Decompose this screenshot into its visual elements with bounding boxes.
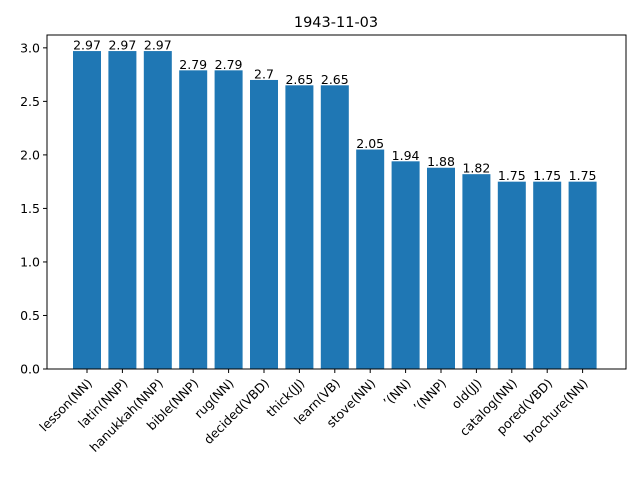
bar-value-label-9: 1.94 [392, 148, 420, 163]
bar-value-label-1: 2.97 [108, 38, 136, 53]
x-tick-label-10: ’(NNP) [410, 376, 449, 415]
bar-value-label-2: 2.97 [144, 38, 172, 53]
x-tick-label-14: brochure(NN) [521, 376, 591, 446]
bar-value-label-8: 2.05 [356, 136, 384, 151]
bar-1 [108, 51, 137, 370]
y-tick-label-2: 1.0 [20, 254, 40, 269]
bar-value-label-11: 1.82 [462, 161, 490, 176]
bar-13 [533, 181, 562, 369]
bar-10 [427, 167, 455, 369]
bar-labels-layer: 2.97 2.97 2.97 2.79 2.79 2.7 2.65 2.65 2.05 1.94 1… [73, 38, 596, 184]
plot-frame [46, 34, 627, 370]
y-tick-label-5: 2.5 [20, 94, 40, 109]
bar-value-label-7: 2.65 [321, 72, 349, 87]
bar-value-label-13: 1.75 [533, 168, 561, 183]
bar-value-label-5: 2.7 [254, 66, 274, 81]
bar-value-label-6: 2.65 [285, 72, 313, 87]
y-tick-label-3: 1.5 [20, 201, 40, 216]
y-axis: 0.0 0.5 1.0 1.5 2.0 2.5 3.0 [20, 40, 47, 377]
y-tick-label-1: 0.5 [20, 308, 40, 323]
bar-11 [462, 174, 491, 369]
bar-6 [285, 85, 314, 369]
bar-2 [143, 51, 172, 370]
y-tick-label-6: 3.0 [20, 40, 40, 55]
bar-7 [320, 85, 349, 369]
bar-value-label-14: 1.75 [569, 168, 597, 183]
chart-title: 1943-11-03 [294, 15, 378, 31]
bar-4 [214, 70, 243, 369]
x-tick-label-9: ’(NN) [380, 376, 414, 410]
bar-value-label-12: 1.75 [498, 168, 526, 183]
bar-value-label-4: 2.79 [215, 57, 243, 72]
bars-layer [73, 51, 597, 370]
bar-12 [497, 181, 526, 369]
y-tick-label-4: 2.0 [20, 147, 40, 162]
bar-3 [179, 70, 208, 369]
bar-value-label-3: 2.79 [179, 57, 207, 72]
y-tick-label-0: 0.0 [20, 362, 40, 377]
bar-5 [250, 79, 278, 370]
bar-14 [568, 181, 597, 369]
x-axis: lesson(NN)latin(NNP)hanukkah(NNP)bible(N… [36, 369, 591, 455]
bar-8 [356, 149, 385, 369]
bar-value-label-0: 2.97 [73, 38, 101, 53]
bar-0 [73, 51, 101, 370]
bar-value-label-10: 1.88 [427, 154, 455, 169]
bar-9 [391, 161, 420, 369]
